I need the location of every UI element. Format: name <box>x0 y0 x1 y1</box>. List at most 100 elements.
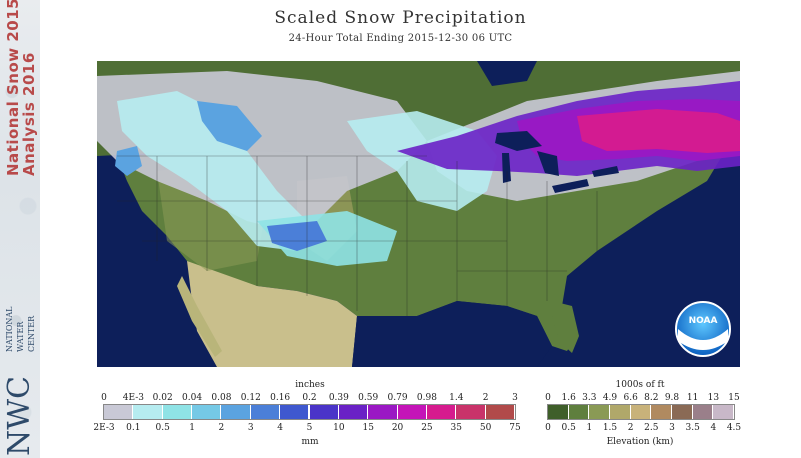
hudson-bay <box>477 61 537 86</box>
strip-texture <box>0 0 40 458</box>
precip-bottom-tick: 3 <box>247 423 254 433</box>
precip-swatch <box>221 405 251 419</box>
product-title-line2: Analysis 2016 <box>20 52 38 176</box>
elev-unit-km: Elevation (km) <box>606 437 674 447</box>
elev-bottom-tick: 0 <box>545 423 551 433</box>
precip-swatch <box>368 405 398 419</box>
precip-top-tick: 0.16 <box>270 393 291 403</box>
precip-bottom-tick: 15 <box>362 423 374 433</box>
precip-bottom-tick: 2 <box>218 423 225 433</box>
precip-medium-colorado <box>267 221 327 251</box>
precip-bottom-tick: 0.5 <box>155 423 170 433</box>
elev-swatch <box>589 405 610 419</box>
precip-bottom-tick: 0.1 <box>126 423 141 433</box>
precip-bottom-tick: 5 <box>306 423 313 433</box>
elev-swatch <box>568 405 590 419</box>
elev-swatch <box>610 405 631 419</box>
precip-scale-frame <box>103 404 516 420</box>
precip-top-tick: 3 <box>512 393 518 403</box>
lake-ontario <box>592 166 619 177</box>
precip-top-tick: 0 <box>101 393 107 403</box>
noaa-logo: NOAA <box>675 301 731 357</box>
precip-light-west <box>117 91 307 251</box>
precip-top-tick: 0.08 <box>211 393 232 403</box>
precip-bottom-tick: 50 <box>479 423 492 433</box>
precip-top-tick: 4E-3 <box>122 393 144 403</box>
precip-bottom-tick: 20 <box>391 423 404 433</box>
elev-swatch <box>713 405 734 419</box>
precip-bottom-tick: 4 <box>277 423 284 433</box>
precip-top-tick: 0.02 <box>152 393 173 403</box>
precip-swatch <box>133 405 163 419</box>
org-name-line2: WATER <box>16 321 25 352</box>
elev-swatch <box>692 405 714 419</box>
elev-bottom-tick: 4.5 <box>726 423 742 433</box>
elev-top-tick: 9.8 <box>664 393 680 403</box>
precip-bottom-tick: 75 <box>509 423 521 433</box>
org-name-line1: NATIONAL <box>5 306 14 352</box>
elev-top-tick: 4.9 <box>602 393 618 403</box>
snow-precip-map: NOAA <box>97 61 740 367</box>
precip-unit-inches: inches <box>295 380 325 390</box>
org-name-line3: CENTER <box>27 315 36 352</box>
precip-bottom-tick: 25 <box>421 423 433 433</box>
precip-top-tick: 0.04 <box>182 393 203 403</box>
precip-swatch <box>192 405 222 419</box>
lake-huron <box>537 151 559 176</box>
elev-bottom-tick: 1 <box>586 423 593 433</box>
lake-erie <box>552 179 589 193</box>
precip-swatch <box>280 405 310 419</box>
precip-medium-montana <box>197 101 262 151</box>
branding-strip: National Snow 2015 Analysis 2016 NWC NAT… <box>0 0 40 458</box>
precip-top-tick: 0.59 <box>358 393 379 403</box>
lake-michigan <box>502 153 511 183</box>
elev-swatch <box>630 405 652 419</box>
map-title: Scaled Snow Precipitation <box>274 8 527 28</box>
map-subtitle: 24-Hour Total Ending 2015-12-30 06 UTC <box>288 33 513 44</box>
elev-top-tick: 1.6 <box>561 393 576 403</box>
precip-medium-oregon <box>115 146 142 176</box>
elev-bottom-tick: 0.5 <box>561 423 576 433</box>
precip-swatch <box>250 405 281 419</box>
elev-top-tick: 11 <box>686 393 699 403</box>
map-graphic: NOAA <box>97 61 740 367</box>
precip-swatch <box>456 405 486 419</box>
precip-top-tick: 0.79 <box>387 393 408 403</box>
elev-top-tick: 3.3 <box>582 393 597 403</box>
precip-top-tick: 1.4 <box>449 393 464 403</box>
product-name-2: Analysis <box>20 101 38 176</box>
state-borders <box>117 155 598 316</box>
elev-top-tick: 13 <box>707 393 720 403</box>
precip-top-tick: 0.98 <box>416 393 437 403</box>
product-year-2: 2016 <box>20 52 38 96</box>
nwc-logo-text: NWC <box>2 375 37 456</box>
lake-superior <box>495 131 542 151</box>
elev-bottom-tick: 1.5 <box>602 423 618 433</box>
elev-swatch <box>651 405 672 419</box>
precip-unit-mm: mm <box>301 437 319 447</box>
elev-swatch <box>672 405 693 419</box>
elev-bottom-tick: 2 <box>627 423 634 433</box>
precip-swatch <box>426 405 457 419</box>
elev-bottom-tick: 3.5 <box>685 423 700 433</box>
florida <box>552 301 579 353</box>
precip-swatch <box>162 405 193 419</box>
elev-top-tick: 15 <box>728 393 740 403</box>
elev-top-tick: 8.2 <box>644 393 659 403</box>
precip-top-tick: 2 <box>482 393 489 403</box>
gulf-of-mexico <box>352 301 552 367</box>
precip-swatch <box>397 405 427 419</box>
precip-extreme-band <box>577 109 740 153</box>
elev-unit-ft: 1000s of ft <box>615 380 665 390</box>
precip-swatch <box>485 405 515 419</box>
precip-swatch <box>309 405 339 419</box>
precip-bottom-tick: 10 <box>333 423 345 433</box>
precip-swatch <box>338 405 369 419</box>
precip-bottom-tick: 2E-3 <box>93 423 115 433</box>
precip-bottom-tick: 35 <box>450 423 463 433</box>
elev-bottom-tick: 4 <box>710 423 717 433</box>
noaa-logo-text: NOAA <box>689 316 718 326</box>
precip-bottom-tick: 1 <box>189 423 195 433</box>
elev-swatch <box>548 405 569 419</box>
elev-top-tick: 0 <box>545 393 551 403</box>
